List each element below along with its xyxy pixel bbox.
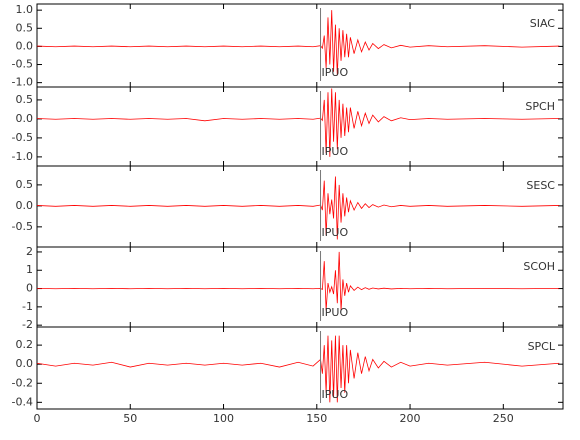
y-tick-label: -1.0 [12, 150, 33, 163]
y-tick-label: 0.5 [16, 93, 34, 106]
station-label: SESC [526, 179, 555, 192]
station-label: SPCH [525, 100, 555, 113]
y-tick-label: -2 [22, 318, 33, 331]
x-tick-label: 250 [493, 412, 514, 425]
station-label: SPCL [528, 340, 556, 353]
y-tick-label: 0.0 [16, 39, 34, 52]
x-tick-label: 0 [34, 412, 41, 425]
y-tick-label: 0.2 [16, 338, 34, 351]
station-label: SCOH [523, 260, 555, 273]
y-tick-label: -0.5 [12, 131, 33, 144]
y-tick-label: 0.0 [16, 112, 34, 125]
y-tick-label: 2 [26, 245, 33, 258]
waveform [36, 335, 560, 403]
panel-frame [36, 165, 564, 248]
x-tick-label: 100 [213, 412, 234, 425]
y-tick-label: 0.0 [16, 357, 34, 370]
station-label: SIAC [530, 17, 556, 30]
panel-frame [36, 86, 564, 167]
waveform [36, 88, 560, 157]
y-tick-label: 0 [26, 282, 33, 295]
y-tick-label: 0.5 [16, 178, 34, 191]
pick-label: IPUO [322, 145, 349, 158]
y-tick-label: 1 [26, 263, 33, 276]
x-tick-label: 50 [123, 412, 137, 425]
waveform [36, 10, 560, 76]
y-tick-label: 0.0 [16, 199, 34, 212]
y-tick-label: 1.0 [16, 3, 34, 16]
panel-frame [36, 326, 564, 410]
y-tick-label: -0.2 [12, 376, 33, 389]
panel-frame [36, 246, 564, 328]
pick-label: IPUO [322, 306, 349, 319]
x-tick-label: 200 [400, 412, 421, 425]
y-tick-label: -0.5 [12, 58, 33, 71]
waveform [36, 176, 560, 240]
y-tick-label: -1 [22, 300, 33, 313]
pick-label: IPUO [322, 388, 349, 401]
waveform [36, 251, 560, 311]
y-tick-label: -1.0 [12, 76, 33, 89]
y-tick-label: -0.4 [12, 395, 33, 408]
x-tick-label: 150 [306, 412, 327, 425]
y-tick-label: 0.5 [16, 21, 34, 34]
y-tick-label: -0.5 [12, 220, 33, 233]
pick-label: IPUO [322, 226, 349, 239]
pick-label: IPUO [322, 66, 349, 79]
